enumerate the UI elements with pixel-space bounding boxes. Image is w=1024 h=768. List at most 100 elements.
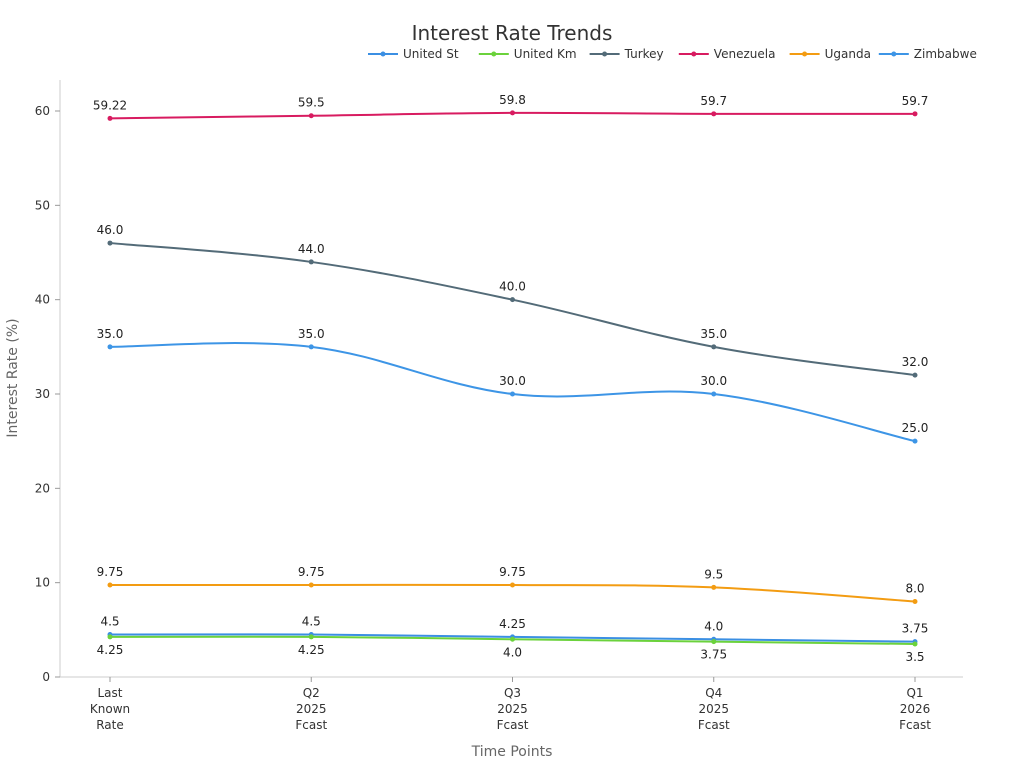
- legend-label: United Km: [514, 47, 577, 61]
- data-label: 3.5: [905, 650, 924, 664]
- legend-label: Uganda: [825, 47, 871, 61]
- data-label: 3.75: [902, 622, 929, 636]
- data-point: [107, 582, 113, 588]
- data-point: [912, 641, 918, 647]
- legend-marker: [380, 51, 386, 57]
- legend-marker: [691, 51, 697, 57]
- data-label: 8.0: [905, 582, 924, 596]
- legend-marker: [802, 51, 808, 57]
- data-label: 4.5: [100, 615, 119, 629]
- y-tick-label: 10: [35, 576, 50, 590]
- data-point: [107, 344, 113, 350]
- data-point: [711, 584, 717, 590]
- data-point: [308, 582, 314, 588]
- data-label: 59.7: [902, 94, 929, 108]
- y-tick-label: 60: [35, 104, 50, 118]
- legend-marker: [491, 51, 497, 57]
- x-tick-label: Q1 2026 Fcast: [899, 686, 931, 732]
- x-tick-label-line: Fcast: [295, 718, 327, 732]
- data-label: 30.0: [499, 374, 526, 388]
- x-tick-label-line: 2026: [900, 702, 931, 716]
- data-label: 35.0: [97, 327, 124, 341]
- data-point: [308, 259, 314, 265]
- data-point: [510, 636, 515, 642]
- data-label: 59.8: [499, 93, 526, 107]
- data-point: [711, 344, 717, 350]
- chart-title: Interest Rate Trends: [412, 21, 613, 45]
- data-label: 35.0: [298, 327, 325, 341]
- x-tick-label: Q2 2025 Fcast: [295, 686, 327, 732]
- x-tick-label-line: Q1: [906, 686, 923, 700]
- data-point: [107, 240, 113, 246]
- legend-label: Zimbabwe: [914, 47, 977, 61]
- data-point: [510, 582, 515, 588]
- data-label: 4.5: [302, 615, 321, 629]
- y-tick-label: 30: [35, 387, 50, 401]
- x-tick-label: Q3 2025 Fcast: [497, 686, 529, 732]
- data-point: [912, 111, 918, 117]
- data-point: [308, 113, 314, 119]
- data-label: 32.0: [902, 355, 929, 369]
- legend-item[interactable]: Uganda: [789, 47, 871, 61]
- data-point: [308, 634, 314, 640]
- x-tick-label-line: Q4: [705, 686, 722, 700]
- y-tick-label: 20: [35, 481, 50, 495]
- data-label: 9.75: [97, 565, 124, 579]
- legend-item[interactable]: United Km: [478, 47, 577, 61]
- x-tick-label: Last Known Rate: [90, 686, 130, 732]
- data-label: 3.75: [700, 648, 727, 662]
- data-label: 9.75: [499, 565, 526, 579]
- data-point: [912, 599, 918, 605]
- data-label: 9.5: [704, 567, 723, 581]
- x-tick-label-line: Q3: [504, 686, 521, 700]
- x-tick-label-line: 2025: [698, 702, 729, 716]
- x-tick-label-line: Last: [98, 686, 123, 700]
- data-label: 46.0: [97, 223, 124, 237]
- data-label: 9.75: [298, 565, 325, 579]
- data-label: 59.5: [298, 96, 325, 110]
- series-line: [109, 242, 916, 377]
- data-point: [711, 111, 717, 117]
- data-label: 4.0: [704, 619, 723, 633]
- data-point: [912, 438, 918, 444]
- data-label: 30.0: [700, 374, 727, 388]
- legend-marker: [891, 51, 897, 57]
- x-tick-label-line: Fcast: [698, 718, 730, 732]
- x-tick-label-line: Rate: [96, 718, 124, 732]
- series-uganda: 9.75 9.75 9.75 9.5 8.0: [97, 565, 925, 605]
- series-united-km: 4.25 4.25 4.0 3.75 3.5: [97, 634, 925, 664]
- x-tick-label-line: Known: [90, 702, 130, 716]
- y-tick-label: 50: [35, 198, 50, 212]
- legend-label: United St: [403, 47, 459, 61]
- x-tick-label-line: 2025: [296, 702, 327, 716]
- data-label: 25.0: [902, 421, 929, 435]
- data-point: [711, 639, 717, 645]
- legend-item[interactable]: Venezuela: [678, 47, 776, 61]
- legend-item[interactable]: Zimbabwe: [878, 47, 977, 61]
- data-point: [510, 297, 515, 303]
- series-turkey: 46.0 44.0 40.0 35.0 32.0: [97, 223, 929, 378]
- series-zimbabwe: 35.0 35.0 30.0 30.0 25.0: [97, 327, 929, 444]
- data-label: 4.25: [97, 643, 124, 657]
- data-point: [510, 110, 515, 116]
- data-label: 44.0: [298, 242, 325, 256]
- x-tick-label-line: Q2: [303, 686, 320, 700]
- data-point: [107, 634, 113, 640]
- data-label: 4.25: [298, 643, 325, 657]
- data-label: 59.22: [93, 98, 127, 112]
- legend-item[interactable]: Turkey: [589, 47, 664, 61]
- data-point: [912, 372, 918, 378]
- data-label: 4.25: [499, 617, 526, 631]
- x-tick-label-line: 2025: [497, 702, 528, 716]
- y-axis-label: Interest Rate (%): [5, 318, 21, 437]
- y-tick-label: 0: [42, 670, 50, 684]
- data-point: [107, 115, 113, 121]
- legend-marker: [602, 51, 608, 57]
- x-tick-label: Q4 2025 Fcast: [698, 686, 730, 732]
- data-label: 59.7: [700, 94, 727, 108]
- legend-item[interactable]: United St: [368, 47, 459, 61]
- x-axis-label: Time Points: [471, 744, 553, 760]
- data-label: 35.0: [700, 327, 727, 341]
